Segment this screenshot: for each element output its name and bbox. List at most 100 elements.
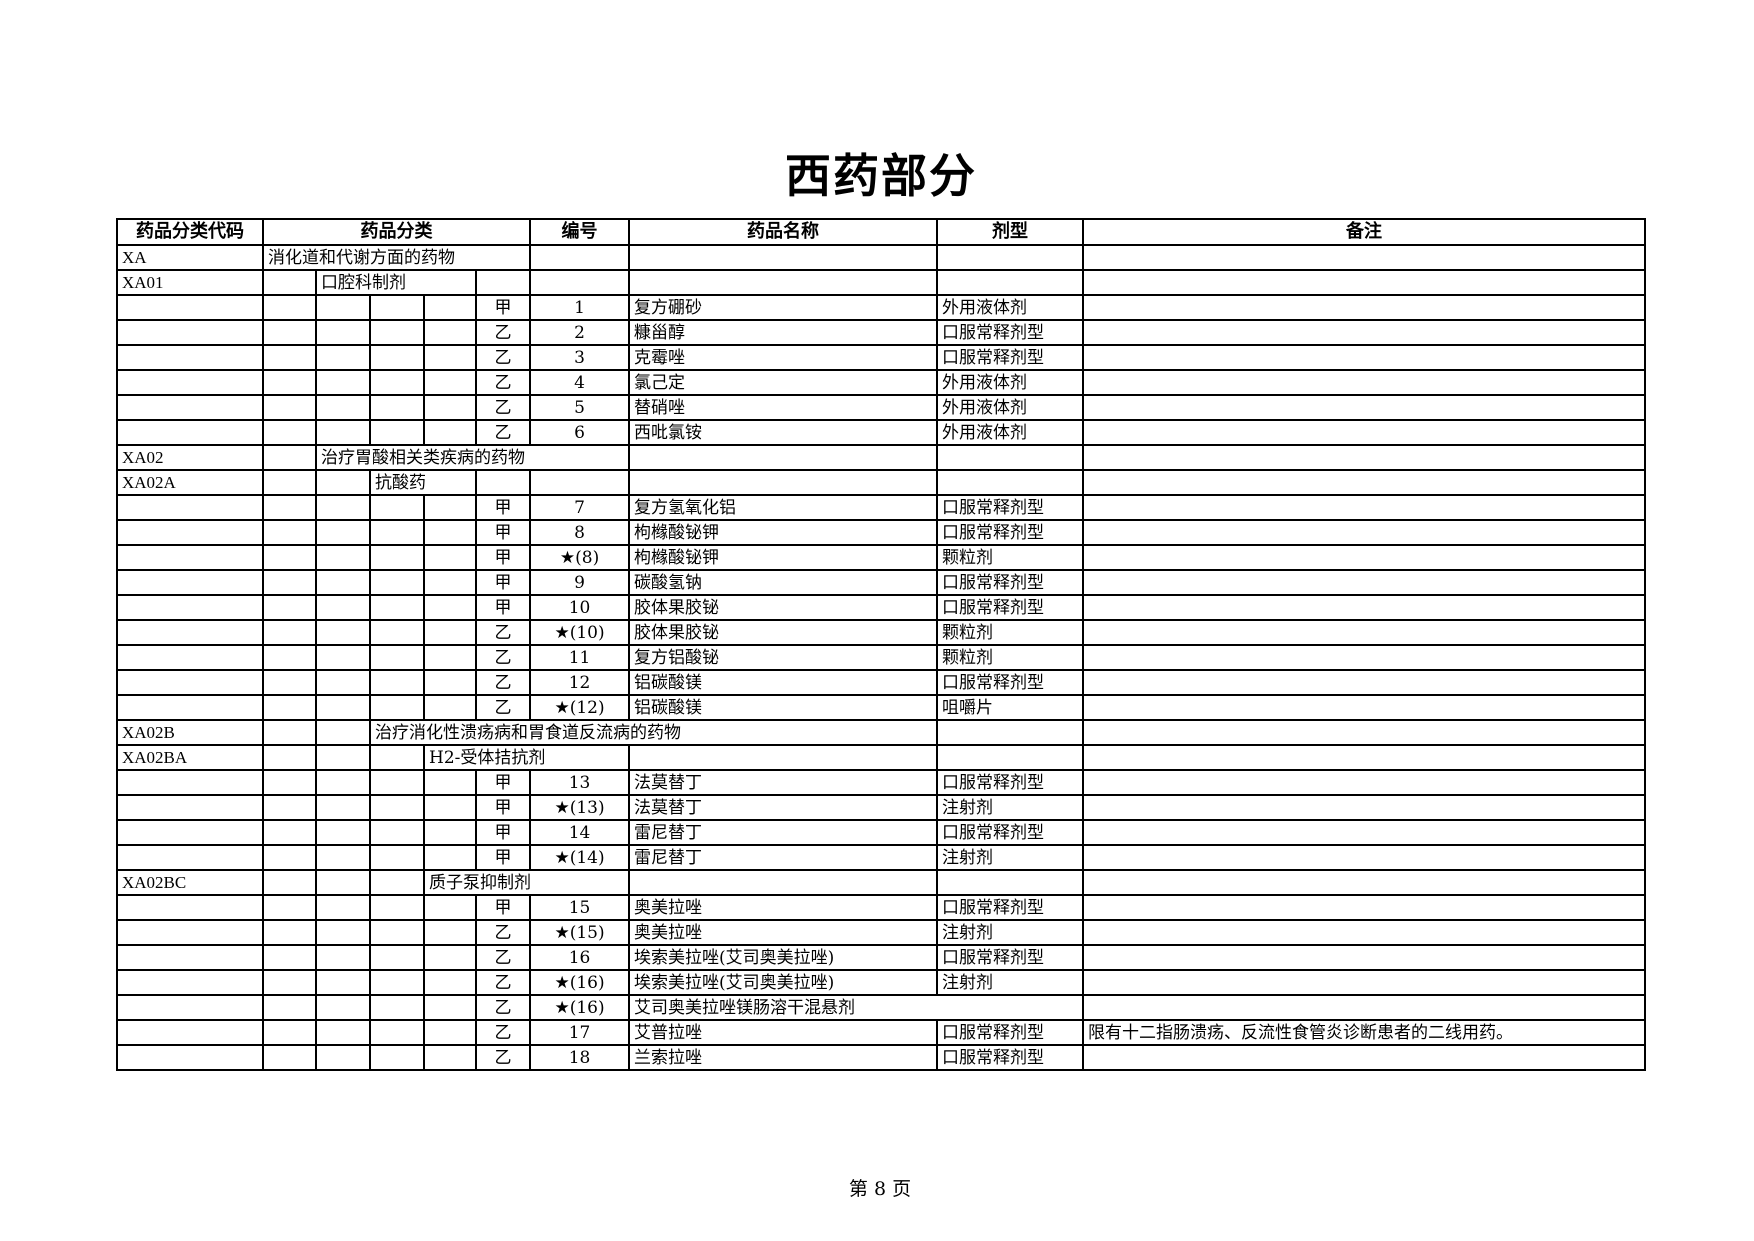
empty-cell <box>315 794 371 821</box>
empty-cell <box>1082 744 1647 771</box>
dosage-form: 口服常释剂型 <box>936 769 1085 796</box>
drug-row: 乙 5 替硝唑 外用液体剂 <box>116 394 1647 421</box>
category-label: 治疗胃酸相关类疾病的药物 <box>314 444 631 471</box>
empty-cell <box>423 419 477 446</box>
remarks <box>1082 794 1647 821</box>
remarks <box>1082 544 1647 571</box>
empty-cell <box>1082 469 1647 496</box>
empty-cell <box>628 869 939 896</box>
drug-row: 乙 11 复方铝酸铋 颗粒剂 <box>116 644 1647 671</box>
drug-row: 甲 ★(8) 枸橼酸铋钾 颗粒剂 <box>116 544 1647 571</box>
drug-row: 甲 8 枸橼酸铋钾 口服常释剂型 <box>116 519 1647 546</box>
empty-cell <box>262 294 317 321</box>
empty-cell <box>315 419 371 446</box>
drug-grade: 乙 <box>474 694 532 721</box>
drug-row: 乙 3 克霉唑 口服常释剂型 <box>116 344 1647 371</box>
empty-cell <box>262 844 317 871</box>
empty-cell <box>423 1019 477 1046</box>
remarks <box>1082 569 1647 596</box>
drug-row: 乙 16 埃索美拉唑(艾司奥美拉唑) 口服常释剂型 <box>116 944 1647 971</box>
drug-row: 甲 ★(13) 法莫替丁 注射剂 <box>116 794 1647 821</box>
empty-cell <box>116 994 264 1021</box>
empty-cell <box>116 894 264 921</box>
empty-cell <box>628 244 939 271</box>
empty-cell <box>369 969 425 996</box>
empty-cell <box>423 294 477 321</box>
category-row: XA01 口腔科制剂 <box>116 269 1647 296</box>
dosage-form: 注射剂 <box>936 794 1085 821</box>
drug-grade: 乙 <box>474 919 532 946</box>
dosage-form: 咀嚼片 <box>936 694 1085 721</box>
empty-cell <box>262 544 317 571</box>
drug-grade: 甲 <box>474 544 532 571</box>
empty-cell <box>315 844 371 871</box>
empty-cell <box>369 1044 425 1071</box>
drug-name: 兰索拉唑 <box>628 1044 939 1071</box>
empty-cell <box>116 544 264 571</box>
dosage-form: 外用液体剂 <box>936 419 1085 446</box>
footer-prefix: 第 <box>848 1178 868 1200</box>
category-label: 抗酸药 <box>369 469 477 496</box>
empty-cell <box>116 694 264 721</box>
category-label: 口腔科制剂 <box>315 269 477 296</box>
header-number: 编号 <box>529 218 631 246</box>
drug-number: 4 <box>529 369 631 396</box>
empty-cell <box>369 319 425 346</box>
empty-cell <box>262 444 317 471</box>
category-code: XA02A <box>116 469 264 496</box>
category-row: XA02A 抗酸药 <box>116 469 1647 496</box>
empty-cell <box>369 569 425 596</box>
dosage-form: 口服常释剂型 <box>936 1044 1085 1071</box>
footer-suffix: 页 <box>892 1178 912 1200</box>
drug-name: 艾司奥美拉唑镁肠溶干混悬剂 <box>628 994 1085 1021</box>
empty-cell <box>369 744 425 771</box>
drug-grade: 甲 <box>474 769 532 796</box>
empty-cell <box>262 594 317 621</box>
drug-number: ★(16) <box>529 969 631 996</box>
category-label: 质子泵抑制剂 <box>422 869 631 896</box>
empty-cell <box>423 394 477 421</box>
drug-grade: 乙 <box>474 944 532 971</box>
drug-name: 克霉唑 <box>628 344 939 371</box>
empty-cell <box>423 569 477 596</box>
empty-cell <box>315 769 371 796</box>
empty-cell <box>1082 444 1647 471</box>
empty-cell <box>116 569 264 596</box>
drug-name: 西吡氯铵 <box>628 419 939 446</box>
empty-cell <box>315 369 371 396</box>
drug-number: 3 <box>529 344 631 371</box>
drug-number: 10 <box>529 594 631 621</box>
drug-grade: 甲 <box>474 819 532 846</box>
empty-cell <box>262 994 317 1021</box>
dosage-form: 口服常释剂型 <box>936 819 1085 846</box>
drug-number: 14 <box>529 819 631 846</box>
drug-name: 法莫替丁 <box>628 794 939 821</box>
drug-number: 9 <box>529 569 631 596</box>
empty-cell <box>262 794 317 821</box>
drug-number: 6 <box>529 419 631 446</box>
drug-name: 法莫替丁 <box>628 769 939 796</box>
category-code: XA02 <box>116 444 264 471</box>
empty-cell <box>315 894 371 921</box>
empty-cell <box>936 869 1085 896</box>
drug-number: 17 <box>529 1019 631 1046</box>
empty-cell <box>315 969 371 996</box>
dosage-form: 颗粒剂 <box>936 644 1085 671</box>
empty-cell <box>628 469 939 496</box>
drug-grade: 甲 <box>474 519 532 546</box>
empty-cell <box>369 919 425 946</box>
dosage-form: 颗粒剂 <box>936 619 1085 646</box>
empty-cell <box>423 994 477 1021</box>
empty-cell <box>315 644 371 671</box>
drug-row: 甲 ★(14) 雷尼替丁 注射剂 <box>116 844 1647 871</box>
dosage-form: 口服常释剂型 <box>936 594 1085 621</box>
empty-cell <box>262 819 317 846</box>
empty-cell <box>262 394 317 421</box>
dosage-form: 注射剂 <box>936 969 1085 996</box>
empty-cell <box>369 994 425 1021</box>
empty-cell <box>262 344 317 371</box>
empty-cell <box>116 619 264 646</box>
drug-number: ★(10) <box>529 619 631 646</box>
empty-cell <box>369 1019 425 1046</box>
drug-name: 铝碳酸镁 <box>628 669 939 696</box>
